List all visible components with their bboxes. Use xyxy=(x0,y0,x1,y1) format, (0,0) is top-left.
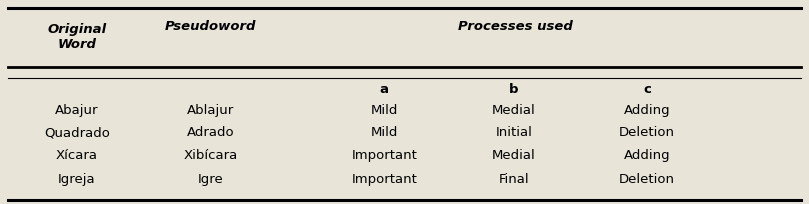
Text: Medial: Medial xyxy=(492,149,536,162)
Text: Adding: Adding xyxy=(624,104,671,117)
Text: Adrado: Adrado xyxy=(187,126,234,139)
Text: Quadrado: Quadrado xyxy=(44,126,110,139)
Text: Mild: Mild xyxy=(371,104,398,117)
Text: c: c xyxy=(643,83,651,96)
Text: Igre: Igre xyxy=(197,173,223,186)
Text: Medial: Medial xyxy=(492,104,536,117)
Text: b: b xyxy=(509,83,519,96)
Text: a: a xyxy=(379,83,389,96)
Text: Final: Final xyxy=(498,173,529,186)
Text: Adding: Adding xyxy=(624,149,671,162)
Text: Ablajur: Ablajur xyxy=(187,104,234,117)
Text: Mild: Mild xyxy=(371,126,398,139)
Text: Original
Word: Original Word xyxy=(47,23,107,51)
Text: Initial: Initial xyxy=(495,126,532,139)
Text: Igreja: Igreja xyxy=(58,173,95,186)
Text: Pseudoword: Pseudoword xyxy=(164,20,256,33)
Text: Deletion: Deletion xyxy=(619,126,676,139)
Text: Deletion: Deletion xyxy=(619,173,676,186)
Text: Important: Important xyxy=(351,173,417,186)
Text: Important: Important xyxy=(351,149,417,162)
Text: Xícara: Xícara xyxy=(56,149,98,162)
Text: Xibícara: Xibícara xyxy=(183,149,238,162)
Text: Processes used: Processes used xyxy=(459,20,573,33)
Text: Abajur: Abajur xyxy=(55,104,99,117)
